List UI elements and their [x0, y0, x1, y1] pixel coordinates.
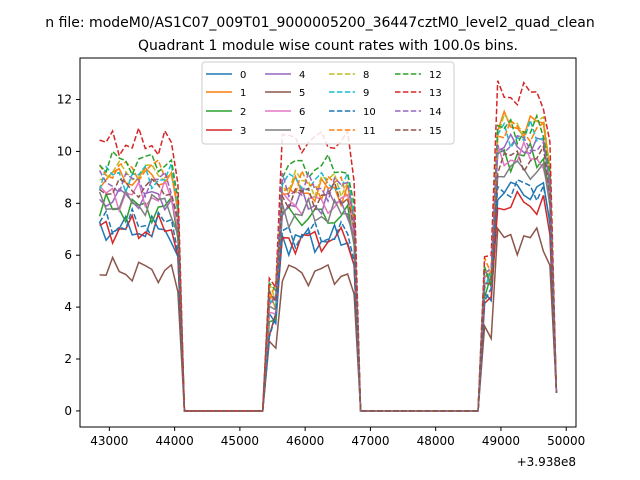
series-lines: [98, 80, 558, 412]
x-axis: 43000 44000 45000 46000 47000 48000 49000 50000: [90, 427, 585, 448]
legend-label-9: 9: [363, 88, 369, 99]
legend-label-12: 12: [429, 70, 442, 81]
legend-label-7: 7: [299, 126, 305, 137]
legend-label-11: 11: [363, 126, 376, 137]
plot-frame: [79, 57, 577, 428]
y-tick-label: 0: [64, 404, 72, 418]
legend-label-5: 5: [299, 88, 305, 99]
legend-label-10: 10: [363, 107, 376, 118]
x-tick-label: 45000: [221, 434, 259, 448]
y-tick-label: 2: [64, 352, 72, 366]
legend-label-8: 8: [363, 70, 369, 81]
legend-label-14: 14: [429, 107, 442, 118]
x-tick-label: 49000: [482, 434, 520, 448]
y-tick-label: 12: [57, 93, 72, 107]
x-tick-label: 47000: [351, 434, 389, 448]
legend-label-3: 3: [240, 126, 246, 137]
figure-suptitle: n file: modeM0/AS1C07_009T01_9000005200_…: [45, 15, 594, 31]
legend-label-4: 4: [299, 70, 305, 81]
series-line-15: [99, 144, 558, 412]
legend-label-15: 15: [429, 126, 442, 137]
chart-title: Quadrant 1 module wise count rates with …: [138, 38, 518, 54]
y-tick-label: 8: [64, 196, 72, 210]
legend-label-6: 6: [299, 107, 305, 118]
x-tick-label: 48000: [417, 434, 455, 448]
x-tick-label: 44000: [156, 434, 194, 448]
legend-label-1: 1: [240, 88, 246, 99]
y-axis: 0 2 4 6 8 10 12: [57, 93, 80, 418]
x-tick-label: 43000: [90, 434, 128, 448]
y-tick-label: 4: [64, 300, 72, 314]
y-tick-label: 10: [57, 144, 72, 158]
x-tick-label: 46000: [286, 434, 324, 448]
legend-frame: [201, 61, 455, 145]
legend-label-2: 2: [240, 107, 246, 118]
legend-label-0: 0: [240, 70, 246, 81]
legend-label-13: 13: [429, 88, 442, 99]
y-tick-label: 6: [64, 248, 72, 262]
x-axis-offset-label: +3.938e8: [517, 455, 576, 469]
x-tick-label: 50000: [547, 434, 585, 448]
